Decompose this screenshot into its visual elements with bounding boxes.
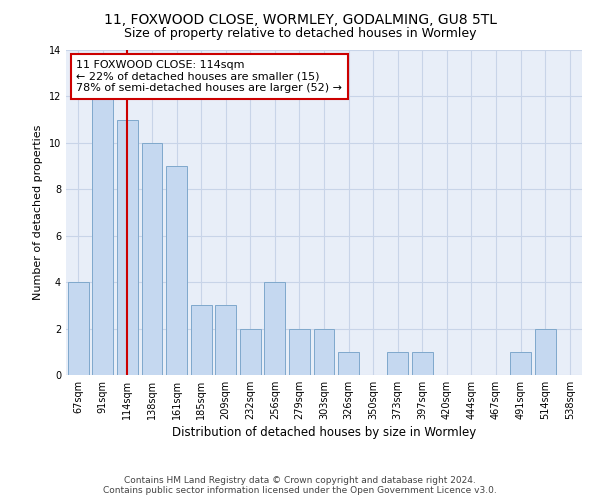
Bar: [289, 328, 310, 375]
Bar: [68, 282, 89, 375]
Text: Size of property relative to detached houses in Wormley: Size of property relative to detached ho…: [124, 28, 476, 40]
Bar: [535, 328, 556, 375]
Bar: [92, 96, 113, 375]
Text: 11 FOXWOOD CLOSE: 114sqm
← 22% of detached houses are smaller (15)
78% of semi-d: 11 FOXWOOD CLOSE: 114sqm ← 22% of detach…: [76, 60, 343, 93]
Bar: [265, 282, 286, 375]
Bar: [142, 143, 163, 375]
Bar: [510, 352, 531, 375]
Bar: [412, 352, 433, 375]
Bar: [338, 352, 359, 375]
Bar: [314, 328, 334, 375]
Y-axis label: Number of detached properties: Number of detached properties: [33, 125, 43, 300]
Bar: [191, 306, 212, 375]
Bar: [117, 120, 138, 375]
Text: Contains HM Land Registry data © Crown copyright and database right 2024.
Contai: Contains HM Land Registry data © Crown c…: [103, 476, 497, 495]
Bar: [387, 352, 408, 375]
Bar: [240, 328, 261, 375]
Bar: [166, 166, 187, 375]
Bar: [215, 306, 236, 375]
X-axis label: Distribution of detached houses by size in Wormley: Distribution of detached houses by size …: [172, 426, 476, 439]
Text: 11, FOXWOOD CLOSE, WORMLEY, GODALMING, GU8 5TL: 11, FOXWOOD CLOSE, WORMLEY, GODALMING, G…: [104, 12, 497, 26]
